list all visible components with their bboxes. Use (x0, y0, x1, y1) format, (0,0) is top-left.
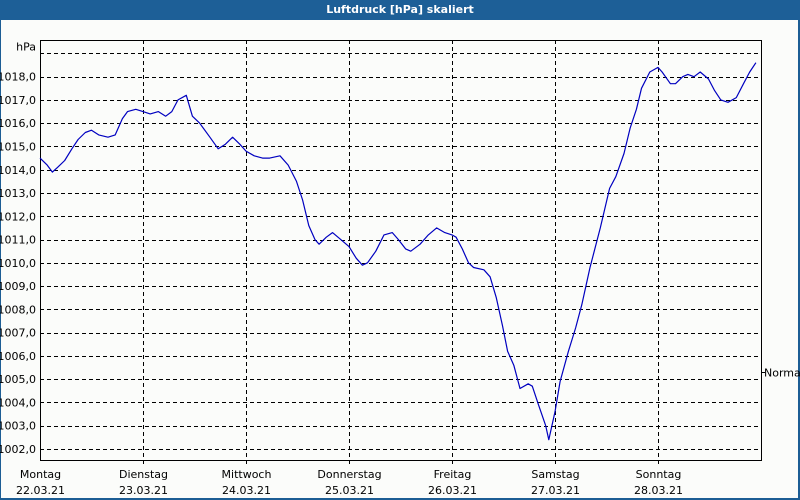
x-tick-day-label: Montag (20, 468, 61, 481)
y-tick-label: 1015,0 (0, 140, 36, 153)
y-tick-label: 1003,0 (0, 420, 36, 433)
y-tick-label: 1018,0 (0, 71, 36, 84)
chart-title: Luftdruck [hPa] skaliert (0, 0, 800, 20)
y-tick-label: 1012,0 (0, 210, 36, 223)
y-tick-label: 1004,0 (0, 396, 36, 409)
y-tick-label: 1016,0 (0, 117, 36, 130)
y-tick-label: 1009,0 (0, 280, 36, 293)
x-tick-day-label: Freitag (434, 468, 472, 481)
y-tick-label: 1005,0 (0, 373, 36, 386)
y-tick-label: 1007,0 (0, 327, 36, 340)
x-tick-date-label: 27.03.21 (531, 484, 580, 497)
y-tick-label: 1010,0 (0, 257, 36, 270)
y-tick-label: 1006,0 (0, 350, 36, 363)
y-tick-label: 1013,0 (0, 187, 36, 200)
y-tick-label: 1002,0 (0, 443, 36, 456)
x-tick-day-label: Donnerstag (317, 468, 381, 481)
x-tick-date-label: 25.03.21 (325, 484, 374, 497)
y-tick-label: 1017,0 (0, 94, 36, 107)
x-tick-day-label: Mittwoch (222, 468, 272, 481)
x-tick-date-label: 24.03.21 (222, 484, 271, 497)
y-tick-label: 1008,0 (0, 303, 36, 316)
pressure-line (39, 62, 757, 441)
x-tick-date-label: 26.03.21 (428, 484, 477, 497)
y-tick-label: 1011,0 (0, 234, 36, 247)
x-tick-date-label: 28.03.21 (634, 484, 683, 497)
x-tick-date-label: 22.03.21 (16, 484, 65, 497)
x-tick-day-label: Sonntag (636, 468, 682, 481)
y-axis-unit-label: hPa (16, 40, 36, 53)
y-tick-label: 1014,0 (0, 164, 36, 177)
chart-panel (1, 20, 798, 498)
x-tick-day-label: Samstag (531, 468, 579, 481)
x-tick-date-label: 23.03.21 (119, 484, 168, 497)
x-tick-day-label: Dienstag (119, 468, 168, 481)
normal-marker-label: Normal (764, 367, 800, 380)
